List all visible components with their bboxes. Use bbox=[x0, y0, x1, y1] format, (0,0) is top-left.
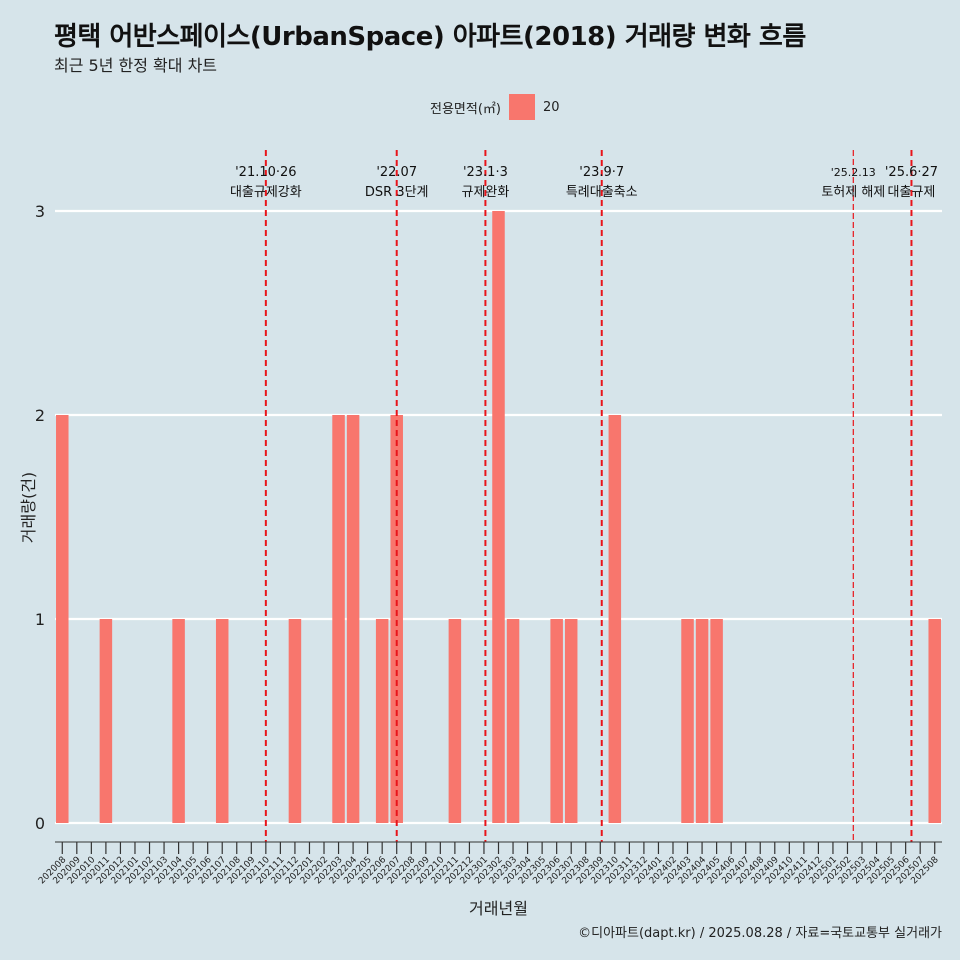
bar-202302 bbox=[492, 211, 505, 823]
event-label: 토허제 해제 bbox=[821, 185, 885, 200]
source-caption: ©디아파트(dapt.kr) / 2025.08.28 / 자료=국토교통부 실… bbox=[578, 926, 942, 941]
bar-202206 bbox=[375, 619, 389, 823]
y-axis-title: 거래량(건) bbox=[19, 472, 38, 543]
bar-202310 bbox=[608, 415, 622, 823]
bar-202107 bbox=[215, 619, 229, 823]
y-tick-label: 0 bbox=[35, 814, 45, 833]
bar-202112 bbox=[288, 619, 302, 823]
bar-202207 bbox=[390, 415, 403, 823]
event-label: 특례대출축소 bbox=[566, 185, 638, 200]
bar-202303 bbox=[506, 619, 520, 823]
bar-202307 bbox=[564, 619, 578, 823]
x-axis-title: 거래년월 bbox=[469, 899, 528, 918]
event-label: 규제완화 bbox=[461, 185, 509, 200]
y-tick-label: 1 bbox=[35, 610, 45, 629]
event-date: '22.07 bbox=[376, 165, 417, 180]
legend-item-label: 20 bbox=[542, 99, 560, 115]
bar-202306 bbox=[550, 619, 563, 823]
event-markers: '21.10·26 대출규제강화 '22.07 DSR 3단계 '23.1·3 규제완화 '… bbox=[230, 150, 938, 842]
bar-202203 bbox=[332, 415, 345, 823]
event-date: '25.6·27 bbox=[885, 165, 938, 180]
event-date: '21.10·26 bbox=[235, 165, 296, 180]
bar-202204 bbox=[346, 415, 360, 823]
event-date: '23.9·7 bbox=[579, 165, 624, 180]
y-tick-label: 2 bbox=[35, 406, 45, 425]
legend: 전용면적(㎡) 20 bbox=[430, 94, 560, 120]
event-label: DSR 3단계 bbox=[365, 185, 429, 200]
y-tick-label: 3 bbox=[35, 202, 45, 221]
bar-202211 bbox=[448, 619, 462, 823]
bar-202011 bbox=[99, 619, 113, 823]
event-date: '25.2.13 bbox=[831, 166, 876, 179]
chart-subtitle: 최근 5년 한정 확대 차트 bbox=[54, 56, 218, 75]
bar-202104 bbox=[172, 619, 185, 823]
event-label: 대출규제강화 bbox=[230, 185, 302, 200]
bar-202405 bbox=[710, 619, 723, 823]
bar-202403 bbox=[681, 619, 694, 823]
bar-202508 bbox=[928, 619, 941, 823]
axes: 0123202008202009202010202011202012202101… bbox=[19, 202, 942, 918]
bar-202404 bbox=[695, 619, 709, 823]
bar-202008 bbox=[56, 415, 69, 823]
event-label: 대출규제 bbox=[888, 185, 936, 200]
bars bbox=[56, 211, 941, 823]
event-date: '23.1·3 bbox=[463, 165, 508, 180]
legend-swatch bbox=[508, 94, 535, 120]
legend-title: 전용면적(㎡) bbox=[430, 101, 501, 117]
chart-title: 평택 어반스페이스(UrbanSpace) 아파트(2018) 거래량 변화 흐… bbox=[54, 22, 806, 52]
